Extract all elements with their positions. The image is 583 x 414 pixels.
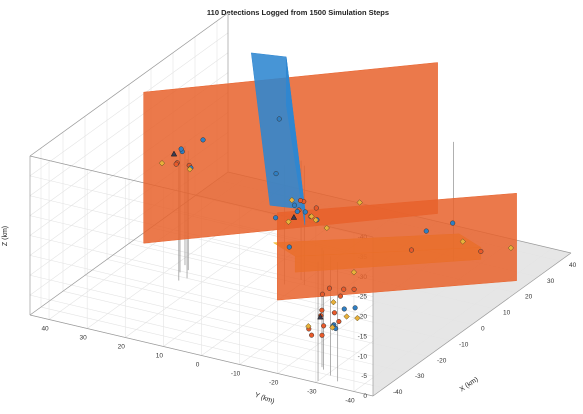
detection-markers: [158, 116, 515, 338]
x-axis-edge: [372, 252, 572, 397]
detection-point: [288, 196, 296, 204]
y-tick-label: -20: [269, 380, 279, 387]
z-tick-label: -15: [358, 333, 368, 340]
detection-point: [323, 224, 330, 232]
detection-point: [170, 150, 178, 157]
detection-point: [351, 286, 357, 292]
y-tick-label: -40: [345, 398, 355, 405]
detection-point: [321, 323, 327, 329]
detection-point: [273, 215, 279, 221]
detection-point: [450, 220, 456, 226]
detection-point: [297, 197, 304, 204]
y-tick-label: 30: [80, 335, 88, 342]
y-axis-edge: [29, 314, 374, 397]
detection-point: [286, 244, 292, 250]
z-tick-label: -10: [358, 353, 368, 360]
detection-point: [343, 313, 350, 320]
detection-point: [507, 244, 515, 252]
detection-point: [356, 199, 363, 206]
detection-point: [326, 285, 333, 291]
detection-point: [317, 313, 324, 320]
detection-point: [186, 166, 193, 173]
side-grid-z: [29, 255, 374, 337]
detection-point: [336, 318, 342, 325]
x-tick-label: -30: [415, 373, 425, 380]
detection-point: [423, 228, 429, 234]
x-tick-label: -40: [393, 389, 403, 396]
back-grid-z: [29, 32, 229, 177]
detection-point: [276, 116, 282, 122]
detection-point: [329, 324, 336, 331]
detection-point: [341, 306, 347, 312]
side-grid-z: [29, 235, 374, 317]
chart-title: 110 Detections Logged from 1500 Simulati…: [207, 8, 389, 17]
detection-point: [312, 216, 319, 224]
floor-grid-y: [353, 248, 553, 392]
detection-point: [302, 209, 308, 215]
side-grid-z: [29, 294, 374, 377]
y-tick-label: 20: [118, 344, 126, 351]
detection-point: [352, 305, 358, 311]
detection-point: [309, 332, 315, 338]
x-axis-label: X (km): [459, 376, 480, 393]
detection-point: [305, 323, 312, 330]
detection-point: [350, 269, 358, 276]
y-tick-label: -30: [307, 389, 317, 396]
y-tick-label: 40: [41, 326, 49, 333]
back-grid-z: [29, 52, 229, 196]
detection-point: [337, 293, 344, 299]
side-grid-z: [29, 274, 374, 357]
z-axis-label: Z (km): [2, 226, 9, 246]
x-tick-label: 20: [525, 294, 533, 301]
detection-point: [290, 213, 298, 220]
coverage-beam-face: [277, 192, 517, 301]
coverage-beam-face: [251, 52, 306, 210]
y-tick-label: 0: [196, 362, 200, 369]
x-tick-label: 10: [503, 310, 511, 317]
detection-point: [178, 146, 184, 152]
x-tick-label: 30: [547, 278, 555, 285]
detection-point: [331, 310, 338, 316]
detection-point: [478, 248, 484, 254]
detection-point: [330, 299, 337, 306]
detection-point: [291, 202, 298, 208]
y-tick-label: 10: [156, 353, 164, 360]
x-tick-label: 40: [569, 262, 577, 269]
z-tick-label: 0: [363, 393, 367, 400]
detection-point: [459, 238, 466, 245]
x-tick-label: -10: [459, 341, 469, 348]
detection-point: [319, 307, 325, 313]
detection-point: [294, 208, 300, 214]
x-tick-label: 0: [481, 326, 485, 333]
z-tick-label: -25: [358, 294, 368, 301]
detection-point: [200, 137, 206, 143]
sensor-coverage-beams: [143, 52, 517, 301]
detection-point: [341, 286, 347, 292]
y-axis-label: Y (km): [254, 392, 276, 406]
detection-point: [354, 315, 361, 322]
z-tick-label: -20: [358, 314, 368, 321]
detection-point: [158, 160, 166, 167]
detection-point: [408, 247, 415, 253]
detection-point: [313, 205, 319, 211]
x-tick-label: -20: [437, 357, 447, 364]
detection-point: [319, 332, 325, 338]
detection-point: [273, 171, 279, 177]
y-tick-label: -10: [231, 371, 241, 378]
detection-point: [173, 161, 179, 167]
back-top-edge: [29, 12, 229, 157]
z-tick-label: -5: [361, 373, 367, 380]
detection-point: [319, 291, 325, 297]
detection-point: [285, 218, 292, 225]
detection-point: [308, 213, 315, 220]
